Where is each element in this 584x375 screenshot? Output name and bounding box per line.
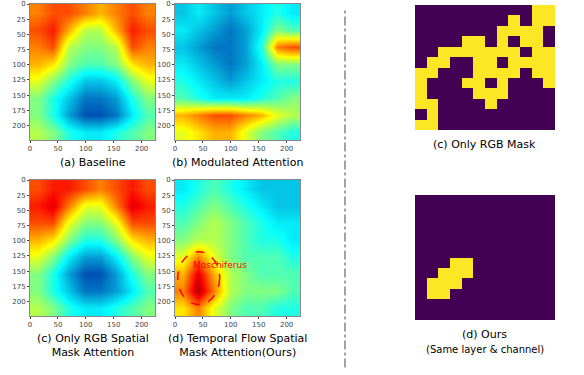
svg-text:200: 200 (12, 122, 25, 130)
svg-text:175: 175 (12, 107, 25, 115)
svg-text:0: 0 (21, 0, 25, 8)
svg-text:125: 125 (157, 76, 170, 84)
svg-text:50: 50 (53, 145, 62, 153)
svg-text:100: 100 (12, 61, 25, 69)
svg-text:150: 150 (157, 92, 170, 100)
svg-text:0: 0 (173, 145, 177, 153)
svg-text:75: 75 (17, 46, 26, 54)
svg-text:(b) Modulated Attention: (b) Modulated Attention (172, 156, 303, 169)
svg-text:0: 0 (166, 176, 170, 184)
svg-text:75: 75 (162, 46, 171, 54)
svg-text:200: 200 (280, 321, 293, 329)
svg-text:25: 25 (162, 16, 171, 24)
svg-text:75: 75 (17, 222, 26, 230)
svg-text:125: 125 (157, 252, 170, 260)
svg-text:50: 50 (198, 321, 207, 329)
svg-text:100: 100 (79, 321, 92, 329)
svg-text:200: 200 (135, 145, 148, 153)
svg-text:150: 150 (157, 268, 170, 276)
svg-text:75: 75 (162, 222, 171, 230)
svg-text:200: 200 (12, 298, 25, 306)
svg-text:125: 125 (12, 76, 25, 84)
svg-text:150: 150 (252, 145, 265, 153)
svg-text:50: 50 (53, 321, 62, 329)
svg-text:200: 200 (157, 298, 170, 306)
svg-text:(c) Only RGB SpatialMask Atten: (c) Only RGB SpatialMask Attention (37, 332, 149, 359)
svg-text:0: 0 (28, 145, 32, 153)
svg-text:100: 100 (224, 145, 237, 153)
svg-text:175: 175 (157, 283, 170, 291)
svg-text:200: 200 (280, 145, 293, 153)
svg-text:0: 0 (28, 321, 32, 329)
svg-text:175: 175 (157, 107, 170, 115)
svg-text:25: 25 (162, 192, 171, 200)
svg-text:200: 200 (135, 321, 148, 329)
svg-text:50: 50 (198, 145, 207, 153)
svg-text:125: 125 (12, 252, 25, 260)
svg-text:50: 50 (17, 207, 26, 215)
svg-text:(Same layer & channel): (Same layer & channel) (426, 344, 544, 355)
svg-text:50: 50 (162, 31, 171, 39)
svg-text:150: 150 (107, 145, 120, 153)
svg-text:100: 100 (224, 321, 237, 329)
svg-text:0: 0 (21, 176, 25, 184)
svg-text:100: 100 (79, 145, 92, 153)
svg-text:0: 0 (166, 0, 170, 8)
svg-text:150: 150 (107, 321, 120, 329)
svg-text:25: 25 (17, 16, 26, 24)
svg-text:50: 50 (162, 207, 171, 215)
svg-text:150: 150 (252, 321, 265, 329)
svg-text:150: 150 (12, 92, 25, 100)
svg-text:100: 100 (157, 61, 170, 69)
svg-text:175: 175 (12, 283, 25, 291)
svg-text:(d) Temporal Flow SpatialMask: (d) Temporal Flow SpatialMask Attention(… (168, 332, 307, 359)
svg-text:100: 100 (12, 237, 25, 245)
svg-text:Moschiferus: Moschiferus (193, 260, 247, 270)
svg-text:(c) Only RGB Mask: (c) Only RGB Mask (433, 138, 536, 151)
svg-text:200: 200 (157, 122, 170, 130)
svg-text:(a) Baseline: (a) Baseline (60, 156, 126, 169)
svg-text:(d) Ours: (d) Ours (462, 328, 507, 341)
svg-text:100: 100 (157, 237, 170, 245)
svg-text:150: 150 (12, 268, 25, 276)
svg-text:0: 0 (173, 321, 177, 329)
svg-text:25: 25 (17, 192, 26, 200)
svg-text:50: 50 (17, 31, 26, 39)
